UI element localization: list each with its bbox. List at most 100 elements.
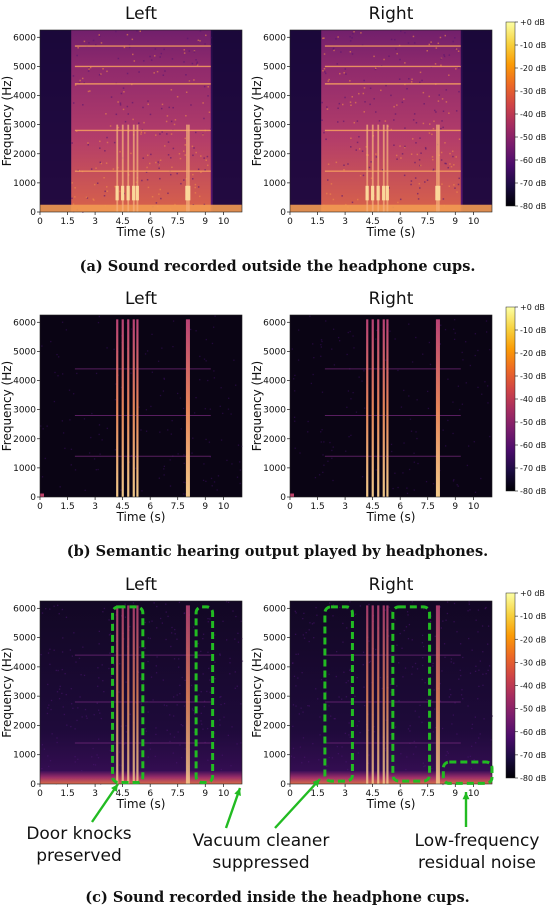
noise-speck	[459, 669, 461, 671]
noise-speck	[290, 755, 293, 757]
x-tick-label: 0	[287, 789, 293, 799]
noise-speck	[132, 118, 134, 121]
x-tick-label: 10	[468, 217, 480, 227]
noise-speck	[93, 183, 96, 186]
noise-speck	[426, 179, 429, 181]
noise-speck	[194, 186, 196, 189]
noise-speck	[441, 120, 443, 122]
noise-speck	[64, 673, 66, 675]
colorbar: +0 dB-10 dB-20 dB-30 dB-40 dB-50 dB-60 d…	[505, 18, 546, 211]
colorbar-tick-label: -70 dB	[520, 464, 546, 473]
noise-speck	[292, 725, 294, 728]
colorbar-tick-label: -50 dB	[520, 133, 546, 142]
noise-speck	[159, 617, 162, 620]
noise-speck	[150, 676, 153, 678]
noise-speck	[353, 347, 355, 349]
noise-speck	[293, 378, 295, 380]
y-axis-label: Frequency (Hz)	[0, 647, 14, 738]
arrowhead	[312, 779, 320, 787]
noise-speck	[71, 703, 73, 705]
noise-speck	[397, 486, 399, 489]
noise-speck	[204, 408, 206, 410]
noise-speck	[467, 756, 469, 758]
noise-speck	[98, 433, 100, 436]
noise-speck	[308, 629, 310, 631]
colorbar-tick-label: -80 dB	[520, 774, 546, 783]
noise-speck	[467, 445, 470, 447]
noise-speck	[313, 637, 315, 639]
noise-speck	[408, 468, 411, 471]
noise-speck	[292, 704, 295, 706]
noise-speck	[439, 682, 441, 685]
noise-speck	[62, 706, 64, 708]
noise-speck	[444, 445, 447, 447]
plot-frame	[289, 314, 493, 498]
noise-speck	[454, 702, 456, 704]
noise-speck	[341, 195, 343, 197]
y-tick-label: 1000	[13, 464, 36, 474]
noise-speck	[361, 150, 364, 152]
noise-speck	[45, 607, 47, 610]
noise-speck	[220, 695, 222, 698]
noise-speck	[294, 447, 296, 449]
noise-speck	[312, 743, 314, 745]
noise-speck	[399, 632, 401, 635]
noise-speck	[140, 679, 142, 681]
noise-speck	[163, 704, 166, 706]
noise-speck	[407, 728, 410, 730]
noise-speck	[455, 156, 457, 158]
noise-speck	[98, 630, 100, 633]
x-tick-label: 3	[92, 217, 98, 227]
noise-speck	[482, 651, 484, 653]
colorbar-tick-label: -70 dB	[520, 179, 546, 188]
noise-speck	[93, 714, 95, 716]
low-freq-line-2: residual noise	[418, 853, 536, 873]
noise-speck	[452, 401, 454, 403]
noise-speck	[396, 158, 398, 160]
noise-speck	[97, 757, 100, 759]
noise-speck	[203, 705, 205, 708]
noise-speck	[359, 605, 362, 607]
noise-speck	[440, 64, 442, 67]
noise-speck	[156, 627, 158, 629]
noise-speck	[56, 741, 58, 744]
noise-speck	[183, 179, 185, 181]
noise-speck	[490, 739, 492, 741]
noise-speck	[192, 437, 194, 439]
noise-speck	[47, 765, 50, 768]
x-tick-label: 0	[37, 789, 43, 799]
noise-speck	[202, 673, 204, 675]
noise-speck	[421, 641, 424, 644]
noise-speck	[307, 431, 309, 433]
x-tick-label: 0	[287, 217, 293, 227]
noise-speck	[471, 727, 473, 730]
x-axis-label: Time (s)	[366, 510, 416, 524]
x-tick-label: 0	[287, 502, 293, 512]
noise-speck	[398, 78, 401, 80]
noise-speck	[41, 476, 44, 478]
noise-speck	[437, 42, 440, 45]
noise-speck	[71, 655, 74, 657]
noise-speck	[394, 619, 396, 621]
noise-speck	[159, 56, 161, 58]
colorbar-scale	[505, 306, 516, 492]
colorbar-tick-label: -60 dB	[520, 156, 546, 165]
door-knock-mark	[187, 185, 191, 201]
noise-speck	[484, 607, 486, 610]
noise-speck	[97, 709, 100, 711]
noise-speck	[91, 756, 93, 758]
noise-speck	[467, 705, 469, 707]
door-knock-mark	[121, 605, 124, 784]
noise-speck	[302, 737, 305, 739]
noise-speck	[184, 748, 186, 750]
noise-speck	[434, 63, 437, 65]
noise-speck	[337, 121, 339, 123]
noise-speck	[145, 171, 148, 173]
noise-speck	[432, 127, 435, 130]
noise-speck	[209, 691, 211, 693]
noise-speck	[90, 168, 93, 170]
noise-speck	[123, 743, 125, 745]
noise-speck	[460, 694, 463, 696]
x-tick-label: 9	[452, 217, 458, 227]
noise-speck	[411, 673, 413, 675]
